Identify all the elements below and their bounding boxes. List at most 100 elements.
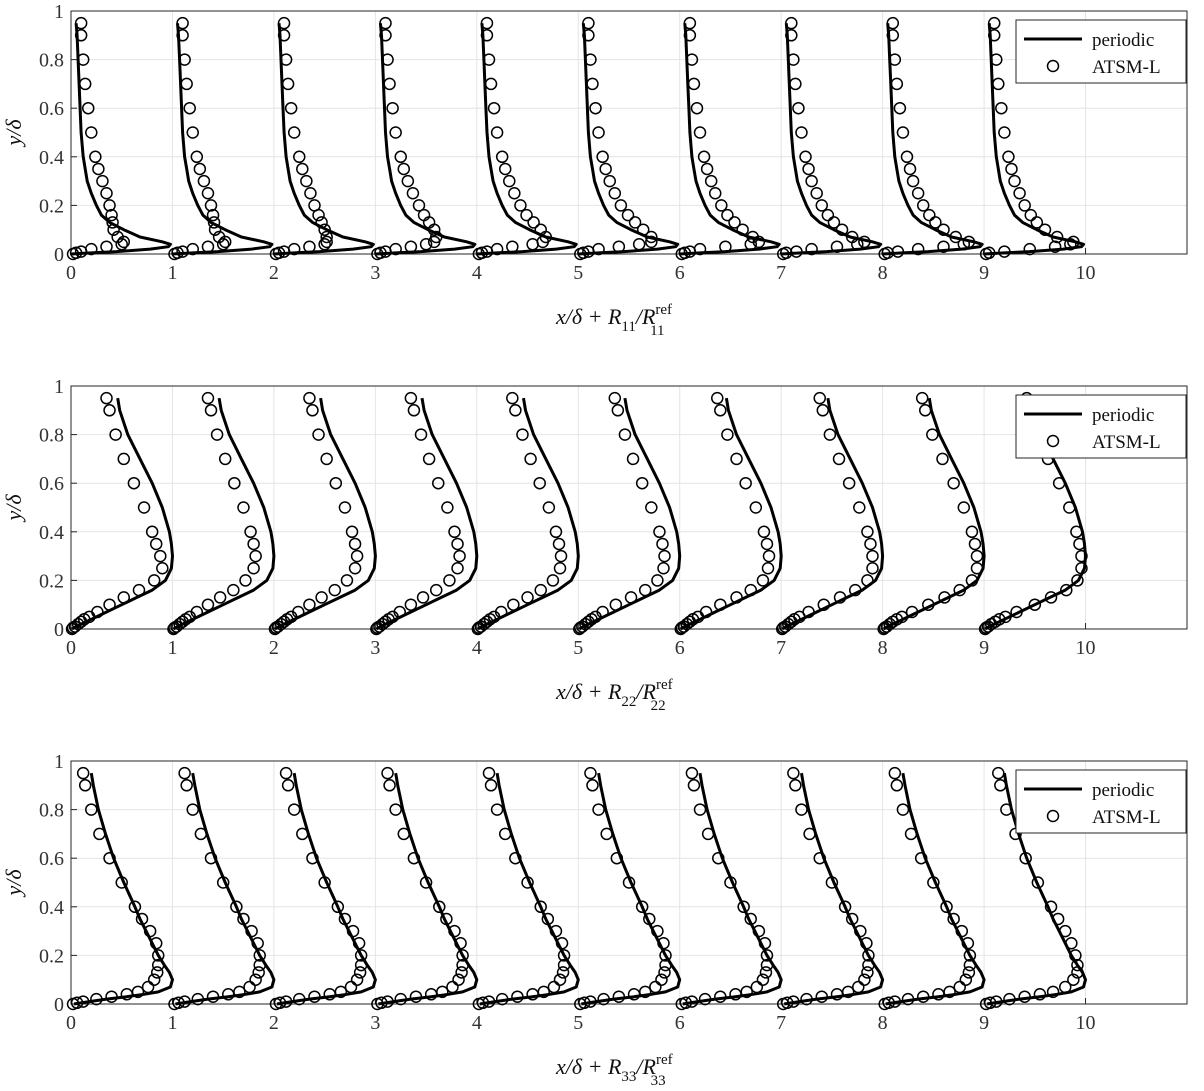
data-point-atsm-l (552, 537, 566, 551)
data-point-atsm-l (379, 16, 392, 30)
data-point-atsm-l (1052, 476, 1066, 490)
data-point-atsm-l (141, 980, 155, 994)
data-point-atsm-l (204, 199, 218, 212)
data-point-atsm-l (592, 126, 605, 139)
data-point-atsm-l (508, 187, 521, 200)
legend-marker-sample (1046, 434, 1060, 448)
series-line-periodic (781, 23, 883, 256)
y-tick-label: 0.4 (39, 147, 64, 169)
data-point-atsm-l (521, 876, 534, 889)
data-point-atsm-l (389, 126, 402, 139)
data-point-atsm-l (998, 245, 1011, 258)
data-point-atsm-l (147, 574, 161, 587)
data-point-atsm-l (193, 162, 207, 176)
y-tick-label: 0 (54, 619, 64, 641)
data-point-atsm-l (582, 29, 595, 42)
data-point-atsm-l (1003, 992, 1016, 1006)
data-point-atsm-l (825, 876, 839, 889)
data-point-atsm-l (896, 126, 910, 139)
data-point-atsm-l (432, 476, 445, 490)
data-point-atsm-l (940, 900, 953, 914)
x-tick-label: 6 (675, 637, 685, 659)
data-point-atsm-l (145, 525, 159, 539)
x-tick-label: 2 (269, 262, 279, 284)
data-point-atsm-l (315, 591, 328, 604)
data-point-atsm-l (74, 16, 88, 30)
data-point-atsm-l (429, 583, 443, 597)
data-point-atsm-l (340, 574, 354, 587)
data-point-atsm-l (100, 187, 113, 200)
data-point-atsm-l (655, 973, 668, 986)
data-point-atsm-l (721, 208, 734, 222)
data-point-atsm-l (949, 230, 962, 244)
data-point-atsm-l (201, 391, 215, 405)
data-point-atsm-l (906, 174, 920, 188)
data-point-atsm-l (683, 16, 697, 30)
series-line-periodic (375, 23, 477, 256)
data-point-atsm-l (739, 476, 752, 490)
data-point-atsm-l (277, 16, 291, 30)
data-point-atsm-l (987, 29, 1001, 42)
data-point-atsm-l (1002, 150, 1015, 164)
data-point-atsm-l (216, 238, 230, 251)
data-point-atsm-l (687, 77, 701, 91)
data-point-atsm-l (296, 827, 309, 841)
series-line-periodic (882, 23, 984, 256)
data-point-atsm-l (454, 937, 467, 950)
data-point-atsm-l (91, 605, 104, 619)
data-point-atsm-l (287, 803, 301, 816)
y-tick-label: 1 (54, 376, 64, 398)
data-point-atsm-l (514, 199, 527, 212)
data-point-atsm-l (618, 428, 632, 441)
data-point-atsm-l (194, 827, 208, 841)
data-point-atsm-l (965, 574, 979, 587)
data-point-atsm-l (937, 223, 950, 236)
series-line-periodic (679, 397, 783, 631)
data-point-atsm-l (584, 53, 597, 66)
data-point-atsm-l (744, 238, 757, 251)
data-point-atsm-l (537, 985, 551, 999)
data-point-atsm-l (599, 162, 612, 176)
data-point-atsm-l (1028, 598, 1042, 611)
data-point-atsm-l (201, 187, 215, 200)
x-label-main: x/δ + R (555, 304, 622, 329)
legend-label-atsm-l: ATSM-L (1092, 807, 1161, 828)
x-label-sub: 22 (621, 694, 636, 710)
data-point-atsm-l (186, 803, 199, 816)
data-point-atsm-l (936, 452, 949, 466)
data-point-atsm-l (527, 216, 540, 229)
data-point-atsm-l (612, 240, 626, 253)
x-tick-label: 7 (776, 637, 786, 659)
data-point-atsm-l (861, 574, 874, 587)
data-point-atsm-l (651, 574, 664, 587)
data-point-atsm-l (239, 574, 252, 587)
data-point-atsm-l (476, 996, 490, 1010)
data-point-atsm-l (760, 949, 774, 962)
x-label-mid: /R (634, 1054, 656, 1079)
data-point-atsm-l (799, 150, 812, 164)
data-point-atsm-l (549, 924, 563, 938)
data-point-atsm-l (1067, 235, 1080, 249)
x-tick-label: 10 (1076, 262, 1096, 284)
data-point-atsm-l (230, 900, 243, 914)
data-point-atsm-l (622, 876, 636, 889)
data-point-atsm-l (70, 996, 84, 1010)
data-point-atsm-l (1005, 162, 1018, 176)
data-point-atsm-l (693, 242, 707, 256)
data-point-atsm-l (683, 29, 697, 42)
y-tick-label: 0.2 (39, 570, 64, 592)
data-point-atsm-l (821, 208, 835, 222)
data-point-atsm-l (953, 583, 966, 597)
data-point-atsm-l (953, 980, 966, 994)
x-label-main: x/δ + R (555, 679, 622, 704)
data-point-atsm-l (93, 827, 106, 841)
data-point-atsm-l (85, 803, 98, 816)
data-point-atsm-l (963, 949, 977, 962)
data-point-atsm-l (649, 980, 662, 994)
data-point-atsm-l (918, 404, 932, 417)
data-point-atsm-l (247, 537, 260, 551)
data-point-atsm-l (645, 235, 658, 249)
data-point-atsm-l (103, 851, 116, 865)
data-point-atsm-l (882, 996, 895, 1010)
data-point-atsm-l (961, 937, 975, 950)
